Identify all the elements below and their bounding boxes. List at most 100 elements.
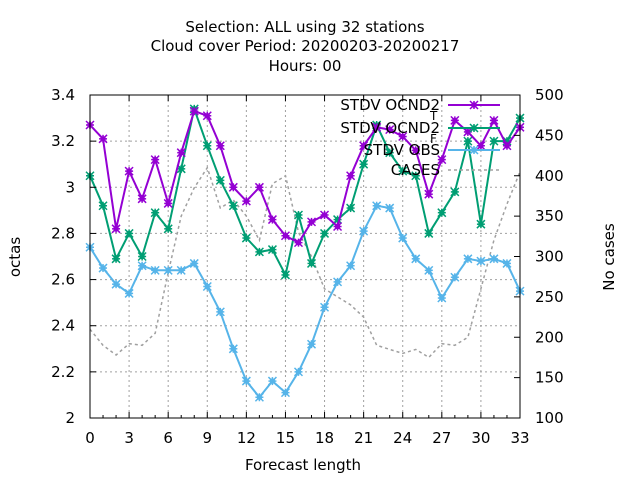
data-point xyxy=(215,307,225,317)
legend-entry: CASES xyxy=(391,161,500,179)
series-3 xyxy=(89,165,521,359)
data-point xyxy=(424,189,434,199)
data-point xyxy=(254,392,264,402)
legend-marker xyxy=(469,123,479,133)
data-point xyxy=(424,228,434,238)
x-tick-label: 21 xyxy=(354,429,373,447)
y-tick-label: 2.4 xyxy=(51,317,75,335)
legend-label: STDV OBS xyxy=(364,141,440,159)
data-point xyxy=(333,277,343,287)
data-point xyxy=(372,122,382,132)
data-point xyxy=(411,254,421,264)
x-axis-label: Forecast length xyxy=(245,456,361,474)
y2-axis-label: No cases xyxy=(600,223,618,291)
data-point xyxy=(346,261,356,271)
data-point xyxy=(320,228,330,238)
y-tick-label: 3 xyxy=(65,178,75,196)
x-tick-label: 27 xyxy=(432,429,451,447)
data-point xyxy=(111,254,121,264)
data-point xyxy=(228,201,238,211)
legend-label: STDV OCND2 xyxy=(340,96,440,114)
data-point xyxy=(111,279,121,289)
data-point xyxy=(489,136,499,146)
x-tick-label: 33 xyxy=(510,429,529,447)
x-tick-label: 24 xyxy=(393,429,412,447)
series-line xyxy=(89,204,521,399)
chart-title: Selection: ALL using 32 stations Cloud c… xyxy=(151,18,460,75)
data-point xyxy=(189,106,199,116)
data-point xyxy=(111,224,121,234)
data-point xyxy=(267,245,277,255)
data-point xyxy=(320,210,330,220)
legend-label: CASES xyxy=(391,161,440,179)
data-point xyxy=(359,159,369,169)
data-point xyxy=(189,258,199,268)
x-tick-label: 18 xyxy=(315,429,334,447)
data-point xyxy=(437,155,447,165)
chart-title-line-1: Selection: ALL using 32 stations xyxy=(185,18,424,36)
y-tick-label: 3.4 xyxy=(51,86,75,104)
legend-marker xyxy=(469,100,479,110)
data-point xyxy=(306,258,317,268)
data-point xyxy=(267,376,277,386)
data-point xyxy=(163,198,173,208)
data-point xyxy=(359,226,369,236)
data-point xyxy=(359,141,369,151)
data-point xyxy=(241,233,251,243)
y2-tick-label: 400 xyxy=(535,167,564,185)
series-1 xyxy=(85,104,525,280)
y-tick-label: 2.6 xyxy=(51,271,75,289)
data-point xyxy=(385,148,395,158)
y2-tick-label: 250 xyxy=(535,288,564,306)
data-point xyxy=(398,166,408,176)
data-point xyxy=(450,187,460,197)
data-point xyxy=(228,182,238,192)
data-point xyxy=(137,251,147,262)
data-point xyxy=(306,217,317,227)
data-point xyxy=(280,388,290,398)
y2-tick-label: 100 xyxy=(535,409,564,427)
data-point xyxy=(502,258,512,268)
x-tick-label: 3 xyxy=(124,429,134,447)
data-point xyxy=(98,134,108,144)
data-point xyxy=(293,238,304,248)
legend-entry: STDV OBS xyxy=(364,141,500,159)
x-tick-label: 12 xyxy=(237,429,256,447)
y-tick-label: 2.2 xyxy=(51,363,75,381)
data-point xyxy=(424,265,434,275)
grid xyxy=(90,95,520,418)
data-point xyxy=(398,131,408,142)
data-point xyxy=(463,136,473,146)
y-tick-label: 2 xyxy=(65,409,75,427)
y2-tick-label: 150 xyxy=(535,369,564,387)
data-point xyxy=(502,141,512,151)
data-point xyxy=(437,293,447,303)
data-point xyxy=(463,254,473,264)
data-point xyxy=(202,111,212,121)
data-point xyxy=(176,148,186,158)
data-point xyxy=(385,203,395,213)
chart-title-line-2: Cloud cover Period: 20200203-20200217 xyxy=(151,37,460,55)
data-point xyxy=(137,261,147,271)
data-point xyxy=(346,171,356,181)
data-point xyxy=(280,231,290,241)
data-point xyxy=(98,201,108,211)
data-point xyxy=(254,182,264,192)
data-point xyxy=(202,141,212,151)
data-point xyxy=(176,265,186,275)
data-point xyxy=(476,141,486,151)
data-point xyxy=(267,215,277,225)
data-point xyxy=(450,115,460,125)
legend-subscript: T xyxy=(429,109,438,123)
y2-tick-label: 500 xyxy=(535,86,564,104)
data-point xyxy=(411,171,421,181)
axes xyxy=(89,94,521,419)
legend-marker xyxy=(469,145,479,155)
data-point xyxy=(228,344,238,354)
data-point xyxy=(150,265,160,275)
data-point xyxy=(476,219,486,229)
data-point xyxy=(280,270,290,280)
data-point xyxy=(150,208,160,218)
